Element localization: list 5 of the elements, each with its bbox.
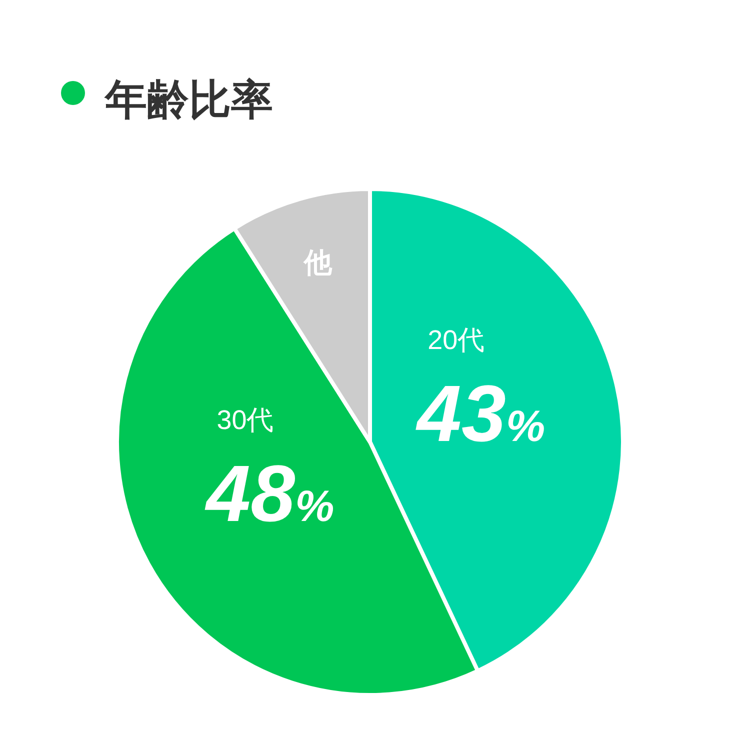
slice-label: 30代: [216, 404, 274, 435]
chart-title: 年齢比率: [104, 76, 273, 123]
data-label: 48%: [204, 448, 334, 538]
data-label: 43%: [415, 369, 546, 458]
slice-label: 20代: [428, 325, 485, 356]
